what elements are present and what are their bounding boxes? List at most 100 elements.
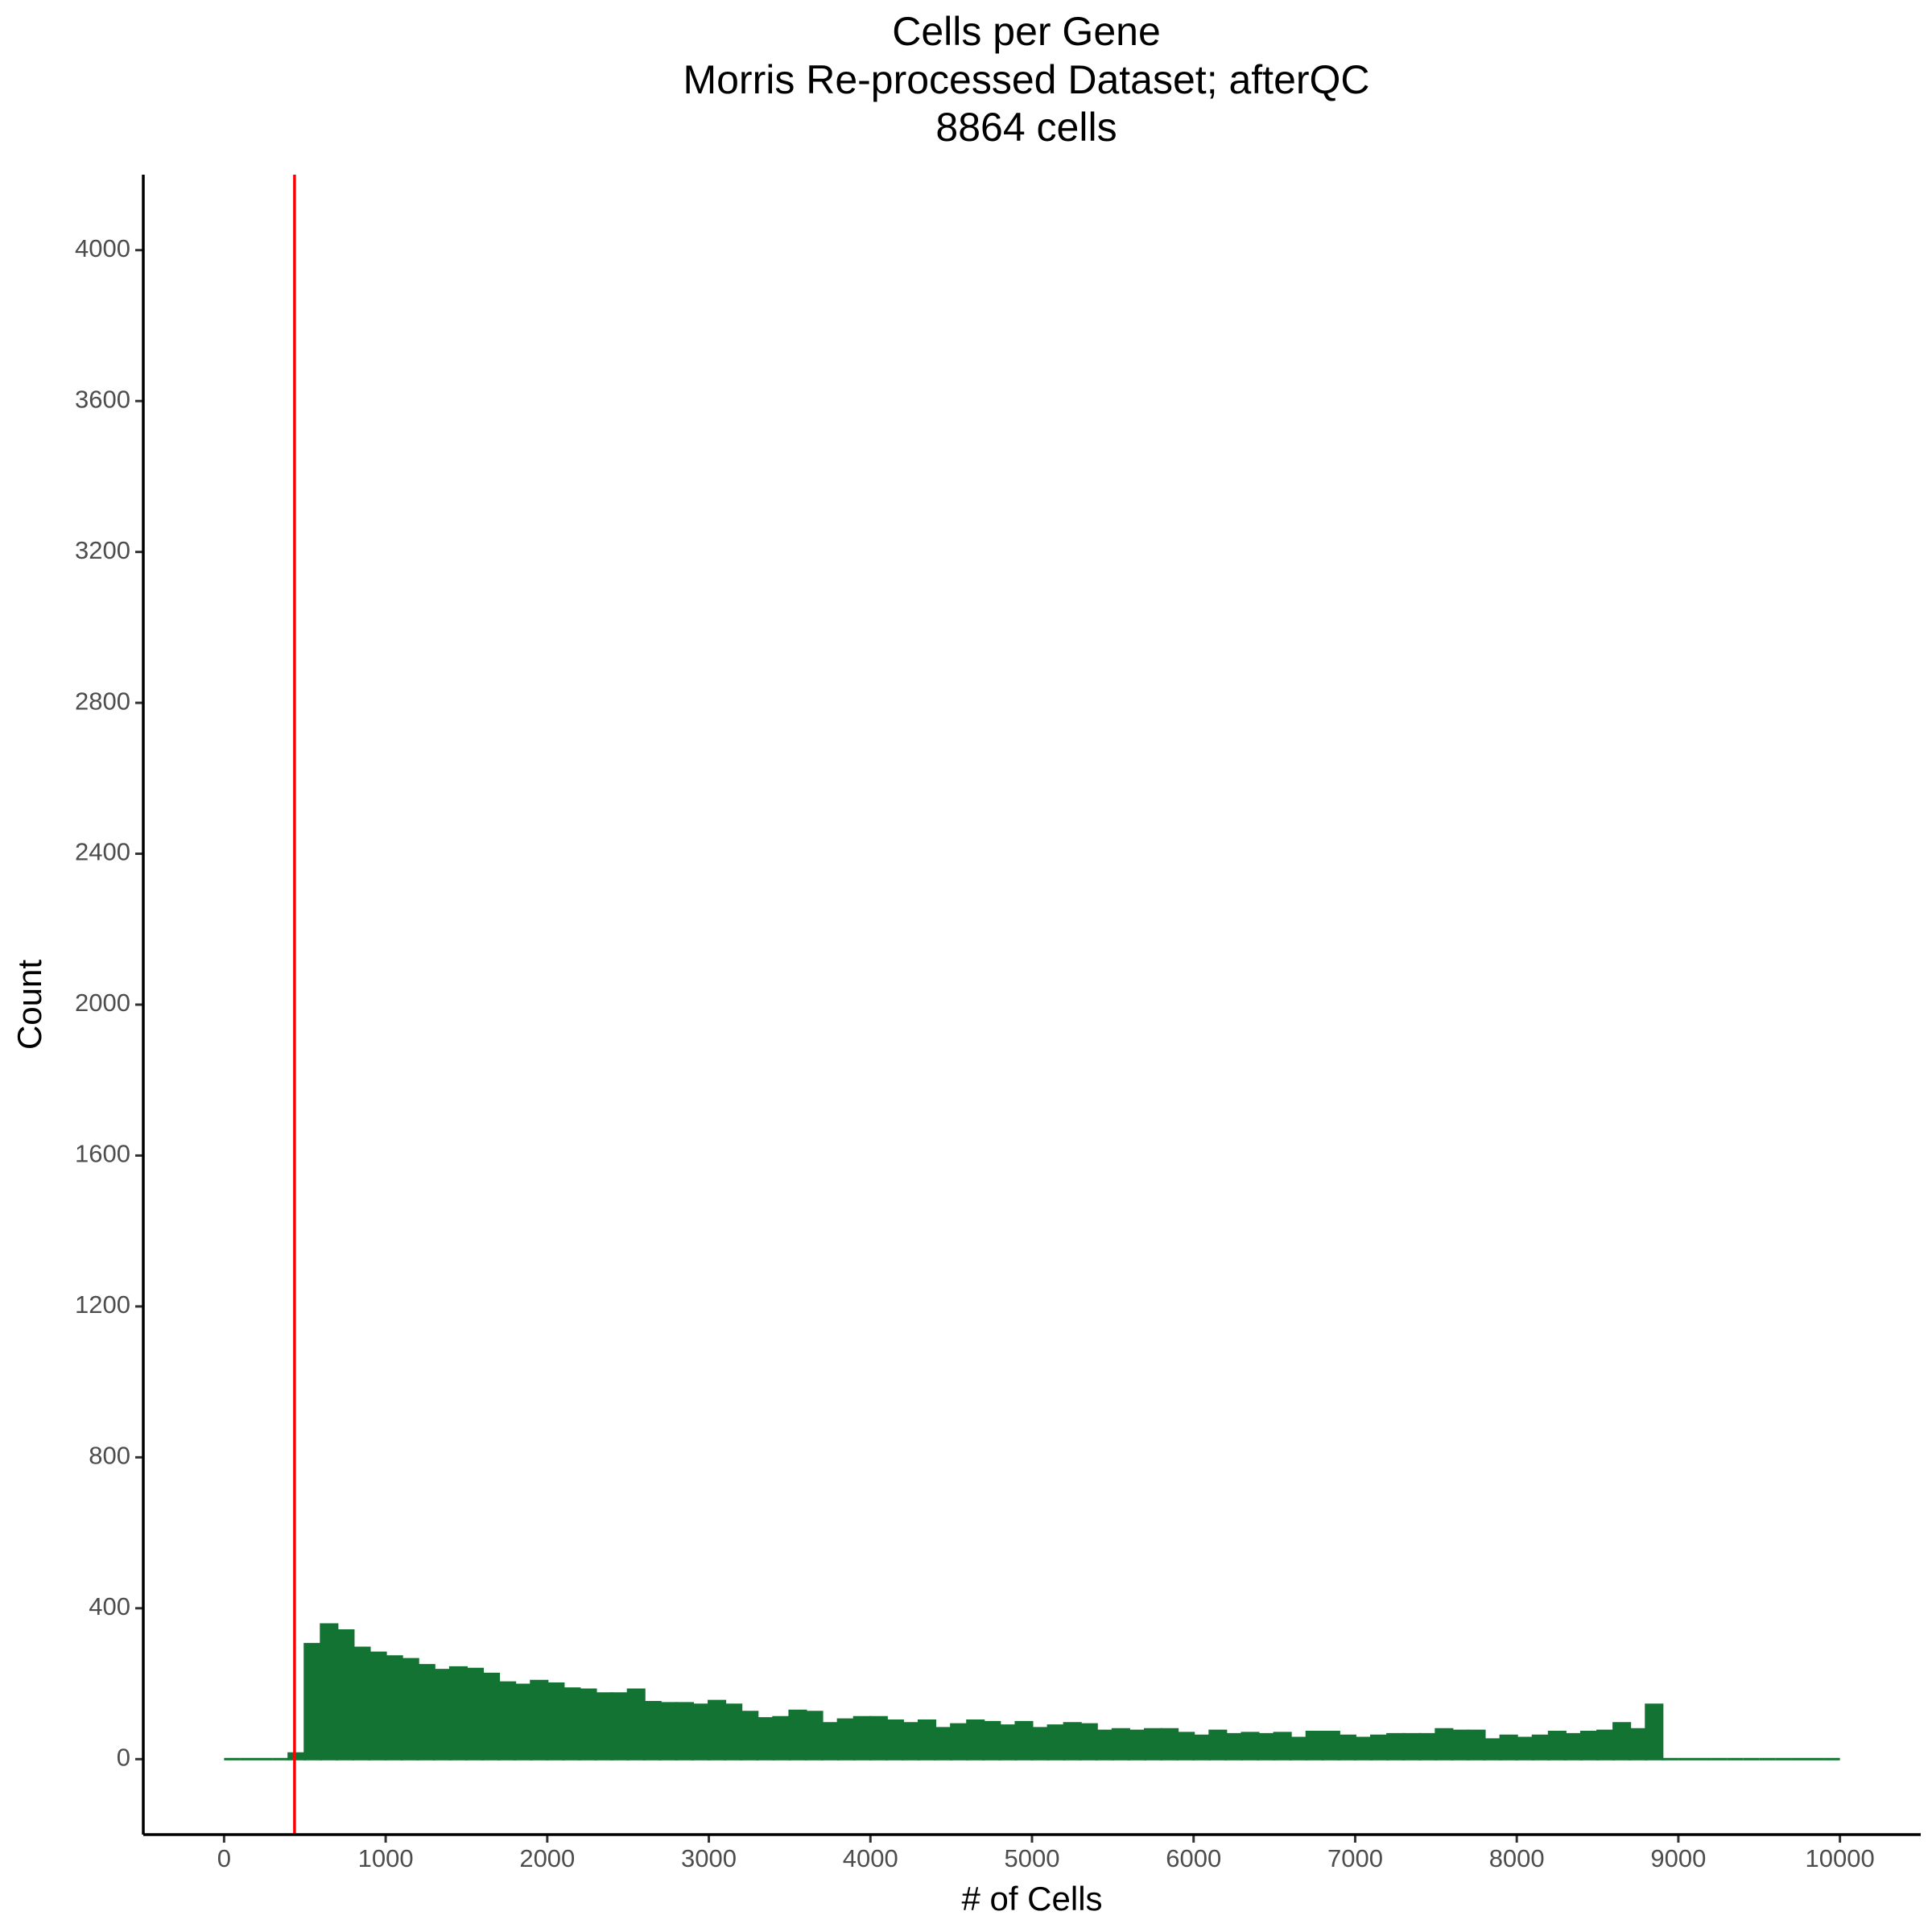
bar	[1111, 1728, 1130, 1761]
x-tick-label: 8000	[1489, 1844, 1545, 1872]
x-tick-label: 7000	[1327, 1844, 1383, 1872]
bar	[836, 1718, 856, 1761]
bar	[1645, 1703, 1664, 1761]
bar	[1321, 1731, 1340, 1761]
bar	[756, 1717, 775, 1761]
bar	[530, 1679, 549, 1761]
bar	[869, 1715, 888, 1761]
bar	[982, 1720, 1001, 1761]
bar	[1224, 1732, 1244, 1761]
x-tick-label: 0	[217, 1844, 231, 1872]
bar	[788, 1709, 807, 1761]
bar	[1579, 1731, 1600, 1761]
bar	[1208, 1729, 1228, 1761]
bar	[578, 1688, 597, 1761]
x-tick-label: 9000	[1650, 1844, 1706, 1872]
bar	[1531, 1734, 1550, 1761]
bar	[448, 1666, 468, 1761]
bar	[1095, 1729, 1114, 1761]
bar	[740, 1711, 759, 1761]
bar	[1030, 1727, 1050, 1761]
x-tick-label: 6000	[1166, 1844, 1221, 1872]
bar	[1418, 1732, 1438, 1761]
bar	[1563, 1732, 1583, 1761]
x-tick-label: 1000	[358, 1844, 414, 1872]
bar	[1046, 1724, 1066, 1761]
bar	[287, 1752, 307, 1761]
y-axis-title: Count	[10, 960, 48, 1050]
bar	[352, 1646, 371, 1761]
bar	[1370, 1734, 1389, 1761]
bar	[950, 1723, 969, 1761]
bar	[1499, 1734, 1518, 1761]
x-tick-label: 3000	[681, 1844, 737, 1872]
bar	[998, 1724, 1018, 1761]
bar	[691, 1703, 711, 1761]
y-tick-label: 1600	[75, 1140, 130, 1168]
bar	[416, 1664, 436, 1761]
bar	[303, 1642, 323, 1761]
bar	[1402, 1732, 1422, 1761]
bar	[562, 1687, 581, 1761]
bar	[708, 1699, 727, 1761]
bar	[1483, 1738, 1502, 1761]
y-tick-label: 2400	[75, 838, 130, 866]
bar	[804, 1711, 824, 1761]
x-tick-label: 2000	[519, 1844, 575, 1872]
bar	[820, 1722, 840, 1761]
y-tick-label: 3200	[75, 536, 130, 564]
bar	[336, 1629, 355, 1761]
y-tick-label: 1200	[75, 1290, 130, 1319]
bar	[1144, 1728, 1163, 1761]
bar	[1241, 1732, 1260, 1761]
y-tick-label: 0	[117, 1743, 130, 1771]
x-tick-label: 4000	[843, 1844, 898, 1872]
bar	[1515, 1736, 1534, 1761]
bar	[1612, 1722, 1632, 1761]
bar	[901, 1722, 920, 1761]
bar	[594, 1692, 613, 1761]
bar	[724, 1703, 743, 1761]
bar	[481, 1672, 501, 1761]
bar	[1353, 1736, 1373, 1761]
bar	[1629, 1728, 1648, 1761]
y-tick-label: 3600	[75, 385, 130, 413]
bar	[514, 1683, 533, 1761]
bar	[658, 1702, 678, 1761]
bar	[1596, 1729, 1616, 1761]
bar	[1289, 1736, 1308, 1761]
bar	[384, 1655, 403, 1761]
bar	[368, 1651, 387, 1761]
bar	[497, 1681, 517, 1761]
x-tick-label: 5000	[1005, 1844, 1060, 1872]
y-tick-label: 2000	[75, 989, 130, 1017]
bar	[1305, 1731, 1324, 1761]
bar	[546, 1682, 565, 1761]
bar	[1176, 1732, 1195, 1761]
y-tick-label: 400	[89, 1592, 130, 1620]
bar	[1435, 1728, 1454, 1761]
chart-subtitle: 8864 cells	[935, 105, 1117, 150]
bar	[966, 1719, 985, 1761]
bar	[772, 1715, 791, 1761]
bar	[1192, 1734, 1212, 1761]
bar	[675, 1702, 694, 1761]
chart-subtitle: Morris Re-processed Dataset; afterQC	[683, 57, 1369, 102]
bar	[1386, 1732, 1406, 1761]
bar	[1014, 1720, 1034, 1761]
bar	[1079, 1723, 1098, 1761]
bar	[1467, 1729, 1486, 1761]
chart-title: Cells per Gene	[892, 9, 1161, 54]
y-tick-label: 2800	[75, 687, 130, 715]
bar	[1273, 1732, 1292, 1761]
bar	[432, 1669, 452, 1761]
y-tick-label: 4000	[75, 234, 130, 262]
x-axis-title: # of Cells	[961, 1880, 1102, 1918]
bar	[610, 1692, 630, 1761]
x-tick-label: 10000	[1806, 1844, 1875, 1872]
bar	[464, 1667, 485, 1761]
bar	[917, 1719, 937, 1761]
bar	[320, 1623, 339, 1761]
bar	[400, 1657, 419, 1761]
